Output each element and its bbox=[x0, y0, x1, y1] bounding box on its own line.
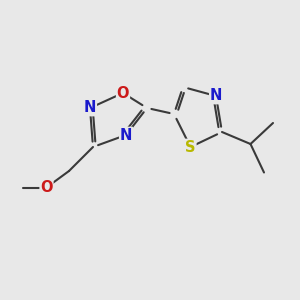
Text: N: N bbox=[210, 88, 222, 104]
Text: O: O bbox=[117, 85, 129, 100]
Text: S: S bbox=[185, 140, 196, 154]
Text: N: N bbox=[120, 128, 132, 142]
Text: O: O bbox=[40, 180, 53, 195]
Text: N: N bbox=[84, 100, 96, 116]
